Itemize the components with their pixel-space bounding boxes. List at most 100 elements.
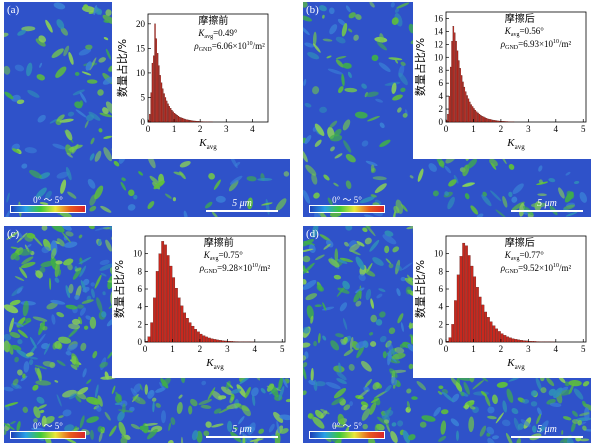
legend-colorbar bbox=[10, 431, 86, 439]
histogram-bar bbox=[199, 333, 203, 343]
y-tick-label: 6 bbox=[138, 284, 143, 294]
ebsd-panel-c: (c) 0 1 2 3 4 5 0 2 4 6 8 10 Kavg 数量占比/% 摩擦前 Kavg=0.75°… bbox=[4, 226, 290, 443]
histogram-bar bbox=[229, 341, 233, 343]
kavg-value: Kavg=0.56° bbox=[504, 26, 545, 38]
x-tick-label: 1 bbox=[471, 124, 476, 134]
ebsd-panel-a: (a) 0 1 2 3 4 0 5 10 15 20 Kavg 数量占比/% 摩擦前 Kavg=0.49°… bbox=[4, 2, 290, 217]
histogram-bar bbox=[175, 114, 177, 123]
x-tick-label: 3 bbox=[224, 124, 229, 134]
x-tick-label: 0 bbox=[143, 344, 148, 354]
y-tick-label: 2 bbox=[439, 319, 444, 329]
histogram-bar bbox=[183, 118, 185, 123]
histogram-bar bbox=[478, 114, 481, 123]
histogram-bar bbox=[210, 338, 214, 343]
histogram-bar bbox=[153, 55, 155, 123]
histogram-bar bbox=[456, 50, 459, 123]
histogram-bar bbox=[173, 113, 176, 123]
x-tick-label: 4 bbox=[253, 344, 258, 354]
histogram-bar bbox=[462, 242, 466, 343]
histogram-bar bbox=[194, 120, 197, 123]
histogram-bar bbox=[452, 26, 455, 123]
scale-bar-line bbox=[511, 436, 583, 438]
histogram-bar bbox=[476, 287, 479, 343]
histogram-bar bbox=[459, 68, 461, 123]
kavg-value: Kavg=0.75° bbox=[203, 250, 244, 262]
histogram-bar bbox=[492, 325, 496, 343]
histogram-bar bbox=[458, 60, 460, 123]
y-axis-label: 数量占比/% bbox=[413, 38, 427, 96]
histogram-bar bbox=[528, 340, 531, 343]
histogram-bar bbox=[147, 336, 151, 343]
y-tick-label: 20 bbox=[136, 19, 146, 29]
histogram-bar bbox=[448, 337, 452, 343]
y-tick-label: 10 bbox=[133, 249, 143, 259]
histogram-bar bbox=[466, 95, 468, 123]
histogram-bar bbox=[186, 318, 189, 343]
histogram-bar bbox=[158, 253, 162, 343]
histogram-bar bbox=[224, 340, 228, 343]
histogram-bar bbox=[158, 65, 160, 123]
histogram-bar bbox=[160, 82, 163, 123]
histogram-bar bbox=[184, 118, 186, 123]
histogram-bar bbox=[495, 328, 498, 343]
histogram-bar bbox=[506, 121, 508, 123]
histogram-bar bbox=[172, 111, 174, 123]
histogram-bar bbox=[221, 340, 225, 343]
histogram-bar bbox=[197, 331, 200, 343]
y-tick-label: 0 bbox=[141, 117, 146, 127]
y-tick-label: 2 bbox=[138, 319, 143, 329]
scale-bar: 5 μm bbox=[206, 424, 278, 438]
histogram-bar bbox=[487, 118, 489, 123]
x-tick-label: 5 bbox=[581, 124, 586, 134]
x-tick-label: 5 bbox=[280, 344, 285, 354]
histogram-bar bbox=[504, 121, 507, 123]
y-tick-label: 4 bbox=[439, 302, 444, 312]
histogram-bar bbox=[190, 120, 193, 123]
histogram-bar bbox=[153, 297, 156, 343]
y-tick-label: 15 bbox=[136, 43, 146, 53]
histogram-bar bbox=[473, 276, 477, 343]
y-tick-label: 6 bbox=[439, 78, 444, 88]
x-tick-label: 5 bbox=[581, 344, 586, 354]
histogram-bar bbox=[484, 117, 486, 123]
histogram-bar bbox=[171, 110, 173, 123]
y-tick-label: 4 bbox=[138, 302, 143, 312]
legend-colorbar bbox=[309, 431, 385, 439]
histogram-bar bbox=[150, 322, 154, 343]
scale-bar-label: 5 μm bbox=[232, 198, 252, 209]
histogram-bar bbox=[157, 53, 159, 123]
histogram-bar bbox=[164, 244, 167, 343]
ebsd-panel-d: (d) 0 1 2 3 4 5 0 2 4 6 8 10 Kavg 数量占比/% 摩擦后 Kavg=0.77°… bbox=[303, 226, 591, 443]
histogram-bar bbox=[522, 340, 526, 343]
histogram-bar bbox=[198, 121, 200, 123]
rho-gnd-value: ρGND=9.52×1010/m² bbox=[500, 263, 572, 275]
histogram-bar bbox=[183, 312, 187, 343]
histogram-bar bbox=[188, 322, 192, 343]
legend-range-text: 0° ～ 5° bbox=[33, 195, 63, 205]
histogram-bar bbox=[491, 119, 493, 123]
histogram-bar bbox=[473, 108, 475, 123]
x-axis-label: Kavg bbox=[506, 357, 525, 371]
histogram-bar bbox=[155, 271, 159, 343]
legend-colorbar bbox=[309, 205, 385, 213]
y-tick-label: 10 bbox=[136, 68, 146, 78]
y-tick-label: 4 bbox=[439, 91, 444, 101]
histogram-bar bbox=[161, 241, 165, 343]
scale-bar-label: 5 μm bbox=[232, 424, 252, 435]
histogram-bar bbox=[170, 108, 172, 123]
panel-label: (a) bbox=[7, 4, 20, 16]
legend-range-text: 0° ～ 5° bbox=[33, 421, 63, 431]
y-tick-label: 0 bbox=[138, 337, 143, 347]
histogram-bar bbox=[487, 317, 490, 343]
histogram-bar bbox=[460, 75, 463, 123]
x-tick-label: 0 bbox=[444, 124, 449, 134]
histogram-inset-c: 0 1 2 3 4 5 0 2 4 6 8 10 Kavg 数量占比/% 摩擦前 Kavg=0.75° ρGND… bbox=[112, 226, 290, 378]
histogram-bar bbox=[197, 121, 199, 123]
scale-bar-label: 5 μm bbox=[537, 198, 557, 209]
histogram-bar bbox=[208, 337, 211, 343]
histogram-bar bbox=[489, 321, 493, 343]
histogram-bar bbox=[192, 120, 194, 123]
histogram-bar bbox=[509, 337, 512, 343]
y-tick-label: 10 bbox=[434, 249, 444, 259]
histogram-bar bbox=[172, 277, 176, 343]
